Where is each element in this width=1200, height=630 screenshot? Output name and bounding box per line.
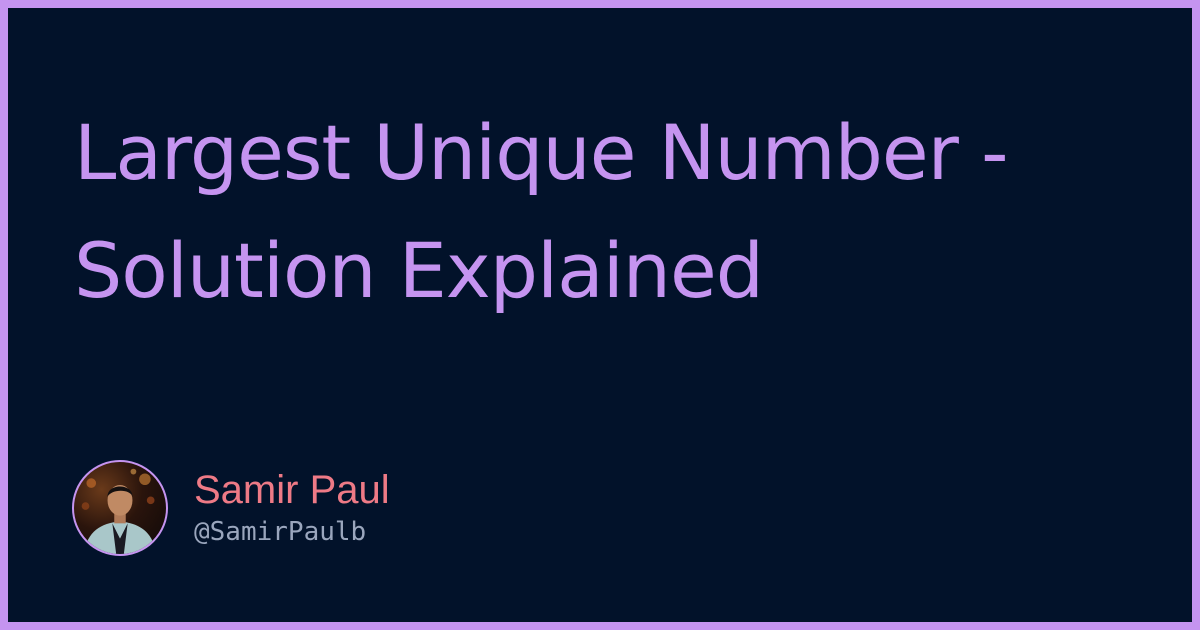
page-title: Largest Unique Number - Solution Explain… [74, 108, 1009, 315]
og-card: Largest Unique Number - Solution Explain… [8, 8, 1192, 622]
author-block: Samir Paul @SamirPaulb [72, 458, 390, 558]
author-handle: @SamirPaulb [194, 517, 367, 547]
avatar-photo-icon [81, 468, 157, 554]
avatar [72, 460, 168, 556]
author-name: Samir Paul [194, 468, 390, 512]
author-text: Samir Paul @SamirPaulb [194, 467, 390, 549]
